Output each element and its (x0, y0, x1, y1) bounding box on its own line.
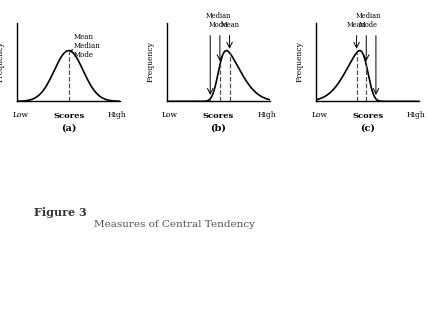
Y-axis label: Frequency: Frequency (0, 41, 5, 83)
Text: Mean: Mean (221, 21, 240, 29)
Text: Median
Mode: Median Mode (355, 12, 380, 29)
Text: High: High (108, 110, 126, 119)
Text: High: High (257, 110, 276, 119)
Text: Median
Mode: Median Mode (205, 12, 231, 29)
Text: (a): (a) (61, 123, 76, 133)
Text: Low: Low (312, 110, 327, 119)
Text: (b): (b) (210, 123, 226, 133)
Text: (c): (c) (360, 123, 375, 133)
X-axis label: Scores: Scores (53, 112, 84, 121)
Text: Mean: Mean (346, 21, 365, 29)
Y-axis label: Frequency: Frequency (296, 41, 304, 83)
Text: High: High (407, 110, 425, 119)
Y-axis label: Frequency: Frequency (146, 41, 155, 83)
Text: Figure 3: Figure 3 (34, 207, 87, 218)
X-axis label: Scores: Scores (352, 112, 383, 121)
Text: Mean
Median
Mode: Mean Median Mode (70, 33, 100, 59)
Text: Low: Low (162, 110, 178, 119)
Text: Low: Low (12, 110, 28, 119)
Text: Measures of Central Tendency: Measures of Central Tendency (94, 220, 255, 229)
X-axis label: Scores: Scores (202, 112, 234, 121)
